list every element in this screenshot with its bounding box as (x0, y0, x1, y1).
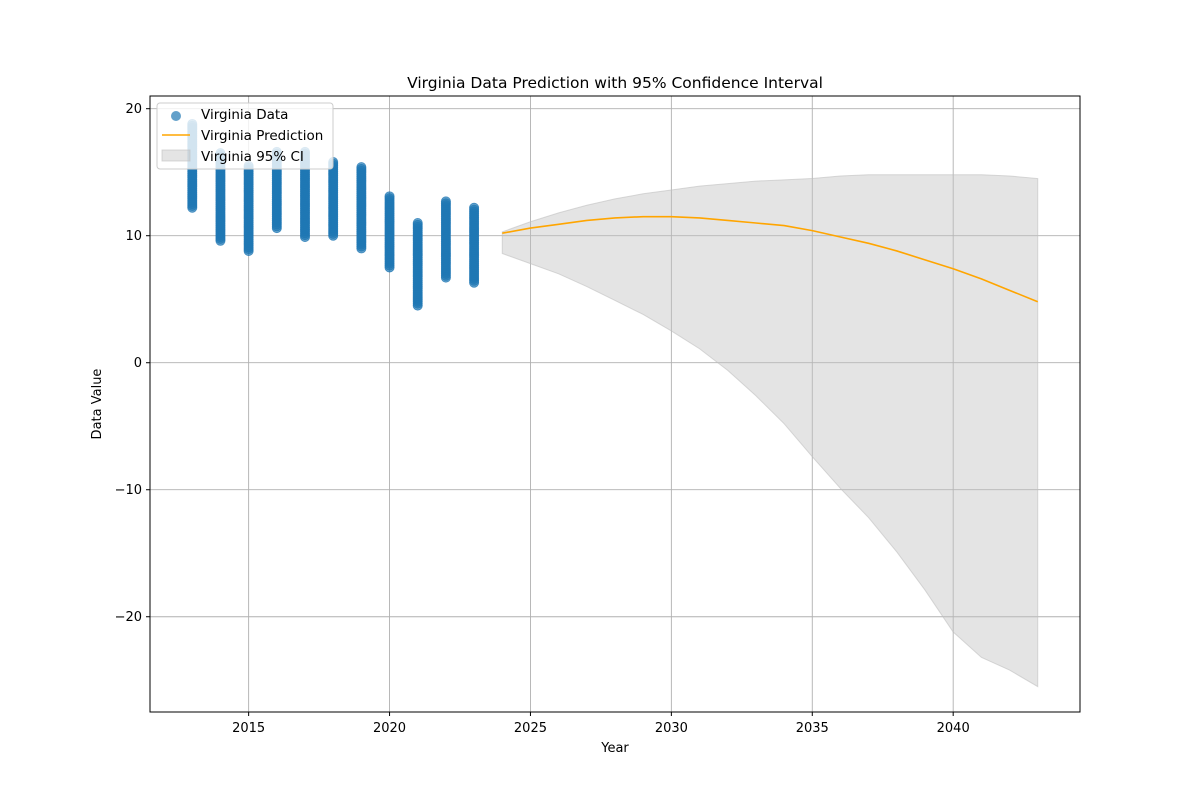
x-tick-label: 2015 (232, 721, 265, 736)
x-axis-title: Year (600, 741, 629, 756)
y-tick-label: 10 (125, 229, 142, 244)
x-tick-label: 2020 (373, 721, 406, 736)
scatter-point (440, 196, 451, 207)
x-tick-label: 2025 (514, 721, 547, 736)
confidence-band (501, 174, 1039, 688)
x-tick-label: 2040 (937, 721, 970, 736)
x-tick-label: 2035 (796, 721, 829, 736)
x-axis-ticks: 2015 2020 2025 2030 2035 2040 (232, 712, 970, 736)
legend: Virginia Data Virginia Prediction Virgin… (156, 102, 334, 170)
plot-frame (149, 95, 1081, 713)
scatter-point (469, 202, 480, 213)
prediction-line (502, 215, 1039, 303)
chart-title: Virginia Data Prediction with 95% Confid… (407, 74, 823, 92)
y-tick-label: 20 (125, 102, 142, 117)
scatter-year-group (328, 157, 339, 241)
ci-band-area (501, 174, 1039, 688)
scatter-point (412, 218, 423, 229)
legend-marker-virginia-95-ci (161, 149, 191, 162)
y-axis-title: Data Value (90, 369, 105, 440)
scatter-year-group (384, 191, 395, 273)
y-tick-label: 0 (134, 356, 142, 371)
scatter-year-group (243, 160, 254, 256)
legend-label-virginia-prediction: Virginia Prediction (201, 128, 323, 144)
scatter-point (356, 162, 367, 173)
legend-label-virginia-95-ci: Virginia 95% CI (201, 149, 304, 165)
scatter-year-group (440, 196, 451, 283)
scatter-year-group (412, 218, 423, 311)
x-tick-label: 2030 (655, 721, 688, 736)
y-tick-label: −20 (115, 610, 142, 625)
scatter-year-group (469, 202, 480, 288)
y-axis-ticks: 20 10 0 −10 −20 (115, 102, 150, 625)
scatter-point (384, 191, 395, 202)
legend-marker-virginia-data (171, 111, 181, 121)
legend-box (156, 102, 334, 170)
prediction-line-path (502, 215, 1039, 303)
y-tick-label: −10 (115, 483, 142, 498)
legend-label-virginia-data: Virginia Data (201, 107, 288, 123)
scatter-year-group (356, 162, 367, 254)
